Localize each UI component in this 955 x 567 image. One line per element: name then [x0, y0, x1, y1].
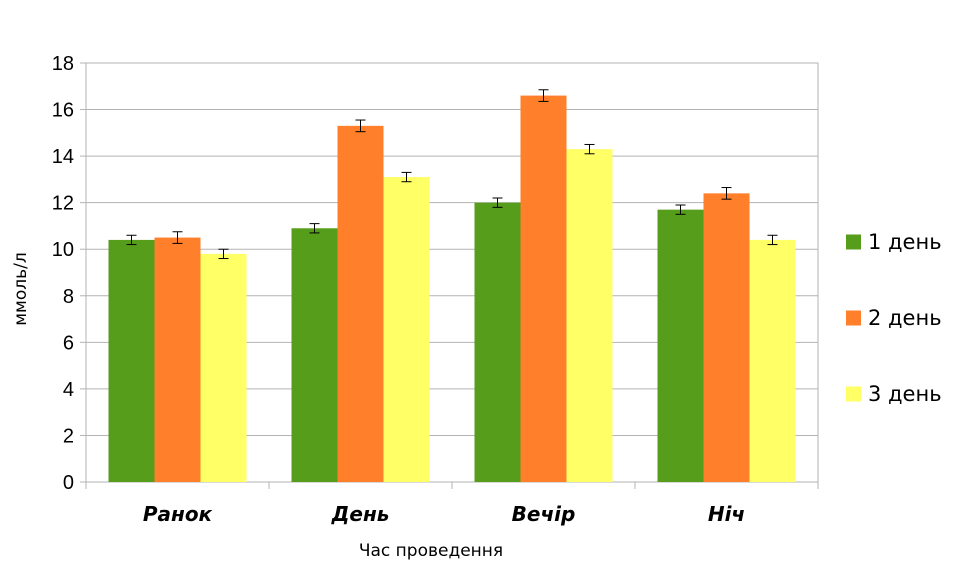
y-axis-title: ммоль/л — [11, 252, 31, 326]
legend-label: 3 день — [868, 382, 942, 406]
y-tick-labels: 0 2 4 6 8 10 12 14 16 18 — [52, 53, 74, 494]
x-category-labels: Ранок День Вечір Ніч — [143, 502, 745, 526]
bar-3 — [200, 253, 247, 482]
bar-1 — [474, 202, 521, 482]
legend-label: 1 день — [868, 230, 942, 254]
bar-1 — [291, 228, 338, 482]
x-axis-title: Час проведення — [359, 541, 503, 561]
bar-1 — [108, 239, 155, 482]
x-category-label: День — [331, 502, 390, 526]
legend-label: 2 день — [868, 306, 942, 330]
y-tick-label: 16 — [52, 100, 74, 122]
x-category-label: Ніч — [708, 502, 745, 526]
y-tick-label: 6 — [63, 332, 74, 354]
bar-2 — [154, 237, 201, 482]
y-tick-label: 2 — [63, 425, 74, 447]
legend-swatch — [846, 234, 861, 250]
legend: 1 день 2 день 3 день — [846, 230, 942, 406]
bar-2 — [520, 95, 567, 482]
x-category-label: Вечір — [512, 502, 576, 526]
error-bars — [126, 89, 778, 260]
y-tick-label: 8 — [63, 286, 74, 308]
bar-2 — [337, 125, 384, 482]
y-tick-label: 14 — [52, 146, 74, 168]
y-tick-label: 18 — [52, 53, 74, 75]
bar-3 — [383, 177, 430, 483]
legend-swatch — [846, 310, 861, 326]
y-tick-label: 12 — [52, 193, 74, 215]
legend-swatch — [846, 386, 861, 402]
bar-3 — [749, 239, 796, 482]
y-tick-label: 10 — [52, 239, 74, 261]
bars — [108, 95, 796, 483]
bar-3 — [566, 149, 613, 482]
y-tick-label: 0 — [63, 472, 74, 494]
x-category-label: Ранок — [143, 502, 213, 526]
bar-2 — [703, 193, 750, 482]
y-tick-label: 4 — [63, 379, 74, 401]
bar-1 — [657, 209, 704, 482]
